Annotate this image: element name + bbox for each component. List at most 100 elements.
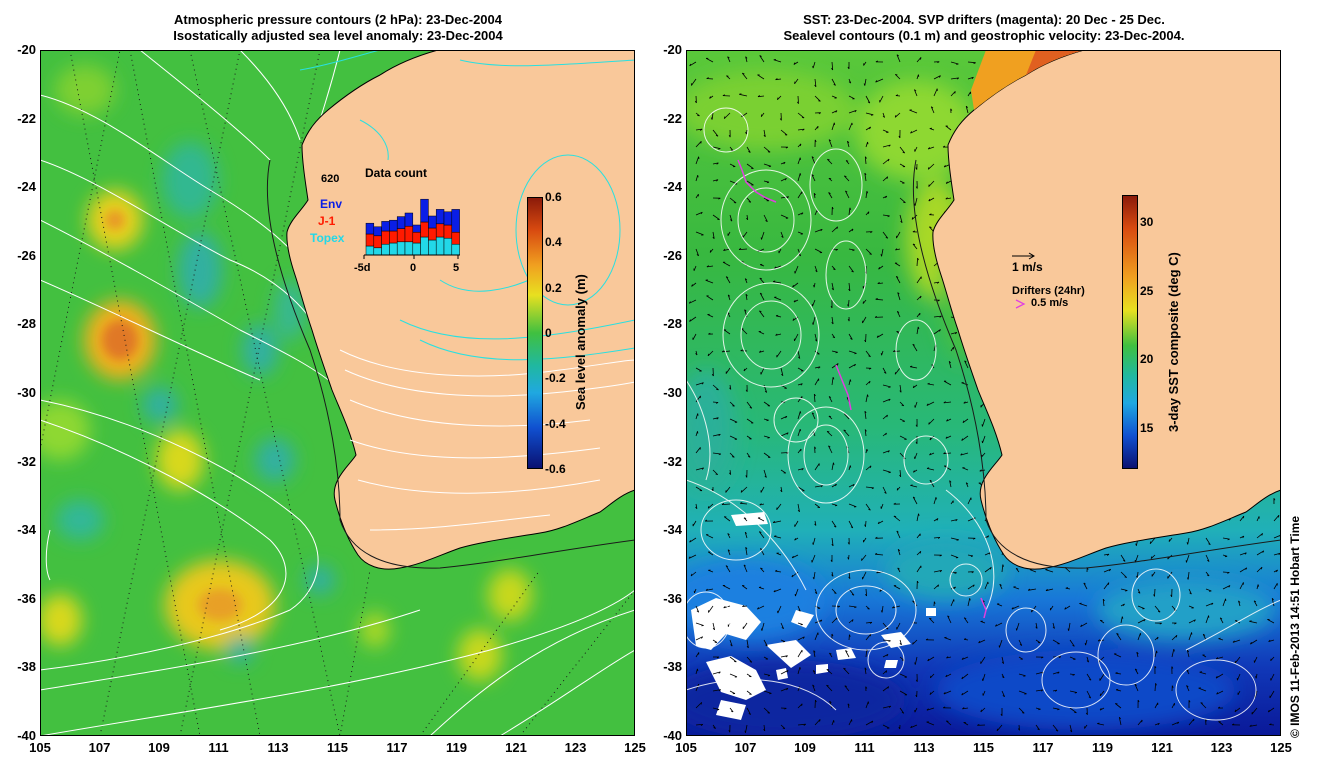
inset-bar-topex [428,239,437,256]
right-ytick--30: -30 [663,385,682,400]
australia-landmass [286,50,635,570]
inset-bar-topex [420,236,429,256]
sst-colorbar-tick: 20 [1140,352,1154,367]
inset-bar-env [443,211,453,226]
inset-bar-j1 [373,235,382,249]
left-ytick--38: -38 [17,659,36,675]
right-ytick--24: -24 [663,179,682,195]
sea-level-colorbar-tick: -0.4 [545,416,566,431]
sst-colorbar-tick: 30 [1140,215,1154,230]
left-ytick--36: -36 [17,590,36,606]
right-ytick--40: -40 [663,728,682,743]
sst-colorbar-tick: 25 [1140,283,1154,298]
shelf-contour-right [912,159,1281,569]
right-xtick-121: 121 [1151,740,1173,755]
data-count-inset [362,185,462,260]
right-xtick-123: 123 [1210,740,1233,755]
right-xtick-115: 115 [973,740,994,755]
inset-bar-j1 [428,227,437,241]
right-ytick--32: -32 [663,453,682,469]
inset-legend-env: Env [320,197,343,211]
left-xtick-119: 119 [446,740,467,755]
sst-colorbar-label: 3-day SST composite (deg C) [1166,252,1181,432]
inset-bar-j1 [404,225,414,243]
left-xtick-125: 125 [624,740,646,755]
inset-bar-topex [365,245,375,256]
data-count-bars [365,198,460,256]
inset-bar-j1 [412,231,421,244]
australia-landmass-right [932,50,1281,570]
inset-bar-j1 [451,231,460,245]
drifters-label: Drifters (24hr) [1012,285,1085,297]
inset-bar-topex [396,241,406,256]
left-ytick--26: -26 [17,247,36,263]
right-ytick--38: -38 [663,659,682,675]
inset-bar-env [373,226,382,237]
left-ytick--34: -34 [17,522,36,538]
inset-bar-j1 [381,230,390,245]
right-xtick-105: 105 [675,740,697,755]
svp-drifter-tracks [737,159,987,619]
left-xtick-109: 109 [148,740,170,755]
left-title-line1: Atmospheric pressure contours (2 hPa): 2… [174,12,502,27]
inset-max-count: 620 [321,173,340,185]
inset-bar-j1 [435,223,445,238]
right-title-line1: SST: 23-Dec-2004. SVP drifters (magenta)… [803,12,1165,27]
right-xtick-125: 125 [1270,740,1292,755]
inset-bar-j1 [420,221,429,238]
right-ytick--26: -26 [663,247,682,263]
left-xtick-107: 107 [88,740,111,755]
drifters-scale-label: 0.5 m/s [1031,297,1069,309]
velocity-scale-arrow [1012,252,1035,260]
right-ytick--36: -36 [663,590,682,606]
credit-text: © IMOS 11-Feb-2013 14:51 Hobart Time [1288,515,1302,738]
left-xtick-111: 111 [208,740,229,755]
right-ytick--20: -20 [663,42,682,57]
sea-level-contours [686,107,1281,721]
sea-level-anomaly-map [40,50,635,736]
right-title-line2: Sealevel contours (0.1 m) and geostrophi… [783,28,1185,43]
shelf-contour [266,159,635,569]
right-xtick-113: 113 [913,740,935,755]
inset-bar-env [389,219,398,232]
hot-coastal-water [971,50,1084,110]
left-xtick-115: 115 [327,740,348,755]
inset-bar-topex [443,237,453,256]
left-ytick--30: -30 [17,385,36,400]
inset-bar-env [365,222,375,235]
inset-xtick-0: 0 [410,262,417,274]
inset-bar-env [404,212,414,227]
inset-xtick-m5: -5d [354,262,371,274]
left-xtick-117: 117 [386,740,408,755]
right-xtick-111: 111 [854,740,875,755]
inset-bar-env [451,209,460,233]
sst-colorbar [1122,195,1138,469]
velocity-scale-label: 1 m/s [1012,260,1043,274]
right-xtick-109: 109 [794,740,816,755]
left-ytick--40: -40 [17,728,36,743]
right-xtick-117: 117 [1032,740,1054,755]
left-ytick--20: -20 [17,42,36,57]
sea-level-colorbar-label: Sea level anomaly (m) [573,274,588,410]
inset-bar-env [428,215,437,229]
inset-bar-topex [435,236,445,256]
inset-bar-j1 [443,224,453,239]
inset-bar-env [435,209,445,225]
right-xtick-107: 107 [734,740,757,755]
sea-level-colorbar [527,197,543,469]
anomaly-field [40,65,532,681]
inset-bar-j1 [389,230,398,244]
inset-bar-env [412,224,421,233]
left-ytick--32: -32 [17,453,36,469]
left-xtick-113: 113 [267,740,289,755]
inset-bar-topex [373,247,382,256]
left-xtick-105: 105 [29,740,51,755]
inset-bar-topex [412,242,421,256]
sea-level-colorbar-tick: -0.2 [545,371,566,386]
inset-legend-topex: Topex [310,231,345,245]
right-ytick--22: -22 [663,110,682,126]
left-ytick--22: -22 [17,110,36,126]
left-ytick--24: -24 [17,179,36,195]
sst-map [686,50,1281,736]
